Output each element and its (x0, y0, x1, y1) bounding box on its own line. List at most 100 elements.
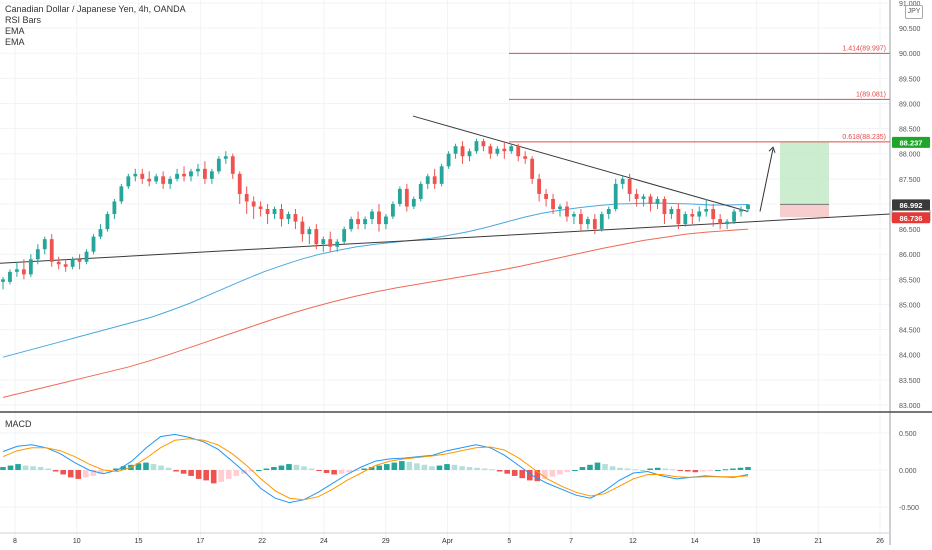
trendlines[interactable] (0, 115, 891, 264)
macd-histogram-bar (406, 461, 413, 470)
candle-body (237, 173, 242, 194)
candle-body (161, 176, 166, 184)
candle-body (704, 209, 709, 212)
macd-histogram-bar (263, 468, 270, 470)
macd-histogram-bar (564, 470, 571, 473)
candle-body (432, 176, 437, 184)
ema-fast-line[interactable] (2, 202, 749, 358)
macd-pane (0, 433, 751, 504)
time-tick-label: 5 (507, 538, 511, 545)
candle-body (558, 206, 562, 210)
macd-histogram-bar (316, 470, 322, 471)
candle-body (63, 264, 68, 267)
target-zone[interactable] (780, 141, 829, 205)
ascending-trendline[interactable] (0, 213, 891, 264)
candle-body (384, 216, 388, 225)
candle-body (453, 146, 458, 154)
macd-line[interactable] (2, 433, 749, 504)
macd-histogram-bar (511, 470, 518, 476)
macd-histogram-bar (579, 467, 586, 470)
position-zones (759, 141, 829, 218)
time-tick-label: 10 (73, 538, 81, 545)
candle-body (356, 219, 360, 225)
macd-histogram-bar (120, 466, 127, 470)
candle-body (502, 148, 507, 152)
candle-body (474, 141, 479, 152)
candle-body (592, 219, 597, 230)
macd-histogram-bar (414, 463, 420, 470)
price-tick-label: 91.000 (899, 1, 921, 8)
descending-trendline[interactable] (412, 115, 749, 213)
candle-body (627, 178, 632, 194)
macd-histogram-bar (286, 464, 292, 470)
candle-body (182, 173, 186, 177)
candle-body (725, 221, 730, 225)
currency-badge[interactable]: JPY (905, 5, 923, 19)
candle-body (77, 259, 82, 262)
macd-histogram-bar (195, 470, 202, 479)
macd-histogram-bar (639, 470, 646, 471)
macd-histogram-bar (225, 470, 232, 479)
candle-body (585, 219, 590, 225)
price-tick-label: 89.000 (899, 101, 921, 108)
candle-body (460, 146, 465, 157)
candle-body (70, 259, 75, 267)
target-price-tag: 88.237 (900, 138, 923, 147)
macd-histogram-bar (436, 465, 443, 470)
candle-body (168, 178, 173, 184)
macd-histogram-bar (399, 461, 405, 470)
candle-body (272, 209, 277, 215)
macd-histogram-bar (715, 470, 721, 471)
candle-body (523, 156, 528, 159)
macd-histogram-bar (98, 470, 104, 474)
candle-body (265, 209, 270, 215)
macd-histogram-bar (383, 464, 390, 470)
candle-body (606, 209, 611, 215)
macd-histogram-bar (331, 470, 337, 475)
candle-body (154, 176, 159, 182)
macd-tick-label: 0.000 (899, 468, 917, 475)
macd-histogram-bar (15, 464, 21, 470)
candle-body (300, 221, 305, 235)
macd-histogram-bar (278, 465, 285, 470)
indicator-ema-1[interactable]: EMA (5, 26, 25, 36)
price-tick-label: 83.000 (899, 403, 921, 410)
grid (0, 0, 890, 545)
indicator-rsi-bars[interactable]: RSI Bars (5, 15, 42, 25)
ema-slow-line[interactable] (2, 228, 749, 398)
macd-histogram-bar (22, 465, 29, 470)
macd-histogram-bar (429, 466, 435, 470)
indicator-ema-2[interactable]: EMA (5, 37, 25, 47)
candle-body (467, 151, 472, 157)
candle-body (203, 168, 207, 179)
macd-histogram-bar (203, 470, 209, 481)
macd-histogram-bar (256, 470, 262, 471)
candle-body (391, 203, 395, 217)
candle-body (404, 188, 409, 207)
macd-label[interactable]: MACD (5, 419, 32, 429)
macd-histogram-bar (692, 470, 699, 473)
signal-line[interactable] (2, 438, 749, 501)
macd-histogram-bar (82, 470, 89, 478)
candle-body (418, 183, 423, 199)
macd-histogram-bar (158, 465, 164, 470)
time-tick-label: 17 (196, 538, 204, 545)
candle-body (488, 146, 493, 154)
time-tick-label: 12 (629, 538, 637, 545)
candle-body (42, 239, 47, 250)
candle-body (279, 209, 284, 220)
macd-histogram-bar (617, 467, 623, 470)
candle-body (175, 173, 179, 179)
time-tick-label: 24 (320, 538, 328, 545)
candle-body (307, 229, 312, 235)
current-price-tag: 86.992 (900, 201, 923, 210)
candle-body (105, 214, 110, 230)
candle-body (119, 186, 124, 202)
stop-zone[interactable] (780, 204, 829, 218)
candle-body (216, 158, 221, 172)
symbol-title[interactable]: Canadian Dollar / Japanese Yen, 4h, OAND… (5, 4, 186, 14)
macd-histogram-bar (421, 464, 428, 470)
projection-arrow[interactable] (759, 148, 774, 212)
candle-body (349, 219, 354, 230)
